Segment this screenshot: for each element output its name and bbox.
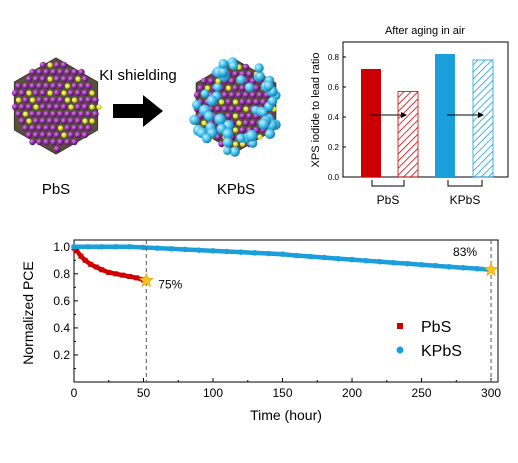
bar-chart-title: After aging in air [385, 25, 465, 37]
data-point-kpbs [307, 253, 314, 260]
pce-chart-series [71, 243, 494, 284]
data-point-kpbs [71, 243, 77, 250]
bar-pbs-fresh [361, 69, 381, 177]
annotation-label: 83% [453, 245, 477, 259]
bar-chart-frame [342, 41, 509, 178]
data-point-kpbs [99, 243, 105, 250]
star-marker-icon [483, 261, 499, 277]
pce-xtick-label: 50 [137, 386, 151, 400]
data-point-kpbs [251, 250, 258, 256]
aging-arrow-kpbs-head [478, 112, 484, 118]
data-point-kpbs [265, 250, 272, 257]
data-point-pbs [127, 274, 133, 280]
bar-chart-bars [361, 54, 494, 178]
data-point-kpbs [196, 247, 202, 253]
bar-kpbs-aged [472, 59, 494, 178]
bar-ytick-label: 0.0 [328, 173, 340, 182]
bar-ytick-label: 0.8 [328, 53, 340, 62]
pbs-nanocrystal-icon [11, 57, 102, 155]
data-point-pbs [106, 269, 112, 275]
bar-chart-ylabel: XPS iodide to lead ratio [310, 53, 322, 168]
pce-ytick-label: 1.0 [53, 240, 70, 254]
pce-chart-xlabel: Time (hour) [250, 407, 322, 423]
group-bracket-pbs [371, 180, 405, 187]
data-point-kpbs [418, 261, 425, 268]
data-point-kpbs [335, 255, 341, 262]
bar-group-label-pbs: PbS [377, 193, 400, 207]
data-point-pbs [88, 261, 94, 267]
data-point-kpbs [168, 245, 175, 252]
arrow-right-icon [113, 95, 163, 127]
pce-chart-annotations: 75% 83% [138, 240, 499, 382]
data-point-kpbs [238, 249, 244, 255]
kpbs-nanocrystal-icon [189, 57, 281, 157]
data-point-kpbs [112, 243, 119, 250]
pce-chart-frame [73, 239, 499, 383]
series-line-kpbs [71, 244, 494, 273]
pce-chart-axes: 0 50 100 150 200 250 300 0.2 0.4 0.6 0.8 1.0 [53, 239, 501, 400]
pce-xtick-label: 200 [342, 386, 362, 400]
pce-ytick-label: 0.8 [53, 267, 70, 281]
pce-ytick-label: 0.4 [53, 321, 70, 335]
legend-label-kpbs: KPbS [421, 343, 462, 360]
data-point-kpbs [154, 245, 161, 251]
data-point-kpbs [349, 256, 355, 263]
legend-marker-kpbs [396, 346, 404, 354]
star-marker-icon [138, 272, 154, 287]
annotation-label: 75% [158, 278, 182, 292]
data-point-kpbs [140, 244, 147, 251]
pbs-label: PbS [42, 181, 70, 198]
bar-chart: After aging in air XPS iodide to lead ra… [310, 25, 509, 207]
data-point-pbs [74, 248, 80, 254]
bar-ytick-label: 0.2 [328, 143, 340, 152]
data-point-kpbs [390, 259, 397, 266]
bar-kpbs-fresh [435, 54, 455, 177]
data-point-kpbs [321, 254, 328, 261]
legend-marker-pbs [397, 323, 403, 329]
data-point-kpbs [85, 243, 91, 250]
data-point-pbs [120, 272, 126, 278]
group-bracket-kpbs [447, 180, 483, 187]
pce-legend: PbS KPbS [396, 319, 462, 360]
data-point-kpbs [293, 252, 300, 259]
arrow-label: KI shielding [99, 67, 177, 84]
bar-chart-yaxis: 0.0 0.2 0.4 0.6 0.8 [328, 53, 346, 182]
bar-ytick-label: 0.4 [328, 113, 340, 122]
data-point-kpbs [474, 265, 480, 272]
data-point-pbs [99, 267, 105, 273]
pce-ytick-label: 0.6 [53, 294, 70, 308]
data-point-kpbs [404, 260, 411, 267]
data-point-kpbs [446, 263, 453, 270]
pce-xtick-label: 300 [481, 386, 501, 400]
data-point-kpbs [224, 248, 230, 255]
pce-chart-ylabel: Normalized PCE [20, 261, 36, 364]
aging-arrow-pbs-head [401, 112, 407, 118]
data-point-pbs [134, 275, 140, 281]
data-point-kpbs [210, 248, 216, 254]
pce-chart: 0 50 100 150 200 250 300 0.2 0.4 0.6 0.8 1.0 75% 83%… [20, 239, 501, 423]
pce-ytick-label: 0.2 [53, 348, 70, 362]
data-point-kpbs [126, 243, 133, 250]
data-point-kpbs [363, 257, 369, 264]
data-point-kpbs [377, 258, 383, 265]
data-point-kpbs [182, 246, 189, 253]
bar-pbs-aged [397, 91, 419, 178]
data-point-kpbs [460, 264, 467, 271]
pce-xtick-label: 100 [203, 386, 223, 400]
pce-xtick-label: 150 [273, 386, 293, 400]
data-point-kpbs [432, 262, 439, 269]
data-point-pbs [78, 253, 84, 259]
data-point-pbs [82, 257, 88, 263]
data-point-kpbs [279, 251, 286, 257]
pce-xtick-label: 250 [412, 386, 432, 400]
schematic: KI shielding PbS KPbS [11, 57, 281, 198]
data-point-pbs [93, 264, 99, 270]
legend-label-pbs: PbS [421, 319, 451, 336]
bar-ytick-label: 0.6 [328, 83, 340, 92]
pce-xtick-label: 0 [71, 386, 78, 400]
bar-group-label-kpbs: KPbS [450, 193, 481, 207]
data-point-pbs [113, 271, 119, 277]
kpbs-label: KPbS [217, 181, 255, 198]
